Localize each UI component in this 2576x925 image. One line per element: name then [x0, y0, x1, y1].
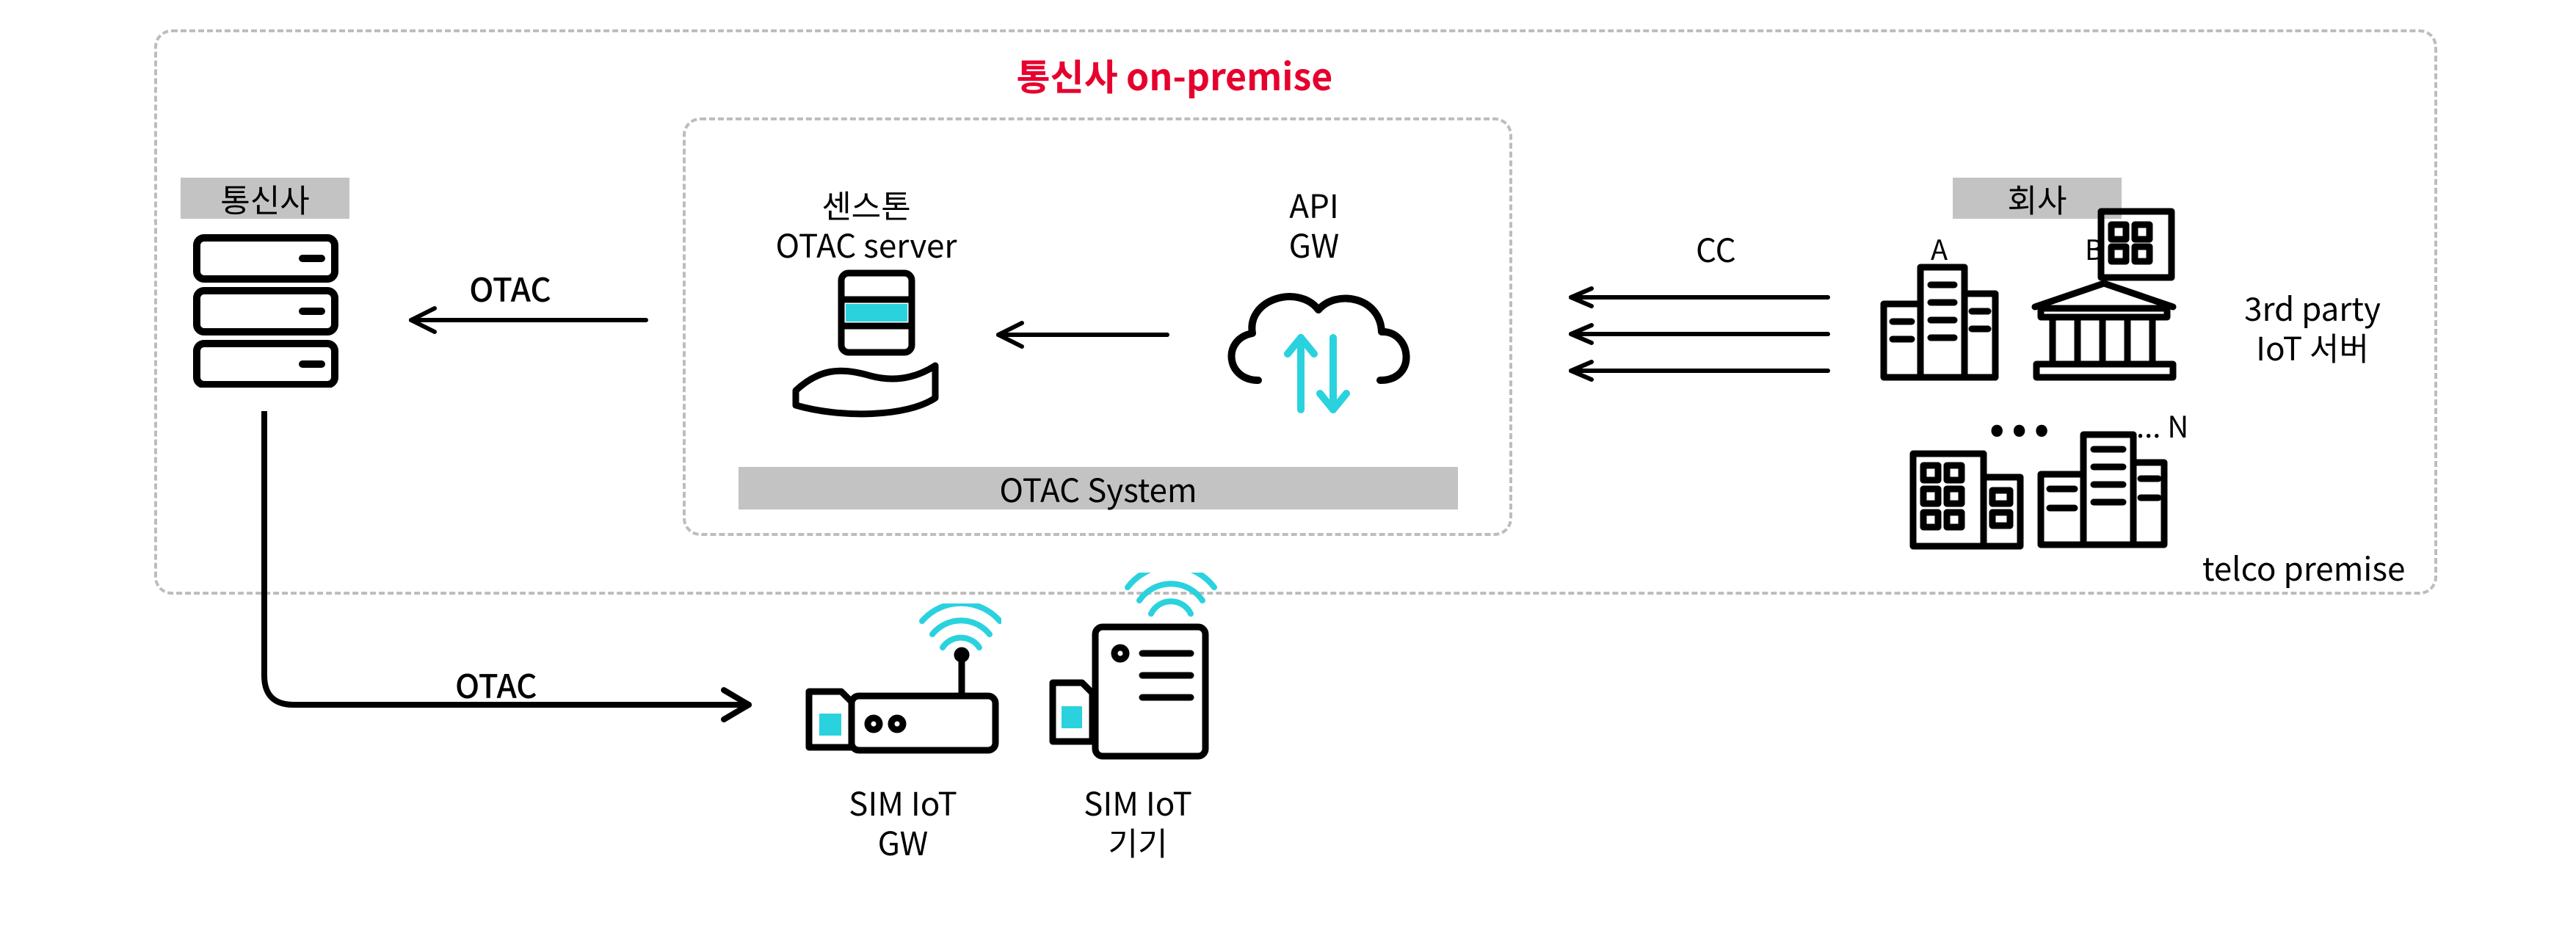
building-row2-2-icon [2036, 430, 2169, 551]
cloud-api-gw-icon [1211, 270, 1417, 424]
arrow-telco-icon [382, 305, 653, 335]
building-a-icon [1876, 253, 2001, 385]
third-party-label-2: IoT 서버 [2217, 323, 2408, 370]
telco-label: 통신사 [181, 178, 349, 219]
api-gw-label-2: GW [1226, 220, 1402, 267]
telco-premise-label: telco premise [2202, 543, 2405, 590]
arrow-cc-3-icon [1549, 360, 1835, 382]
sim-iot-device-label-2: 기기 [1050, 818, 1226, 865]
arrow-cc-1-icon [1549, 286, 1835, 308]
sim-iot-gw-label-2: GW [815, 818, 991, 865]
on-premise-title: 통신사 on-premise [984, 48, 1365, 101]
otac-arrow-1-label: OTAC [426, 264, 595, 311]
otac-server-icon [790, 266, 944, 420]
otac-system-band: OTAC System [739, 467, 1458, 509]
building-b-icon [2020, 204, 2189, 385]
sim-iot-gw-icon [803, 603, 1001, 765]
cc-label: CC [1696, 225, 1736, 272]
diagram-canvas: 통신사 on-premise telco premise 통신사 OTAC [0, 0, 2576, 925]
server-rack-icon [192, 233, 339, 388]
arrow-elbow-icon [250, 411, 778, 733]
building-row2-1-icon [1909, 440, 2026, 551]
arrow-cc-2-icon [1549, 323, 1835, 345]
sim-iot-device-icon [1047, 573, 1230, 765]
arrow-gw-to-server-icon [969, 320, 1175, 349]
otac-server-label-2: OTAC server [741, 220, 991, 267]
